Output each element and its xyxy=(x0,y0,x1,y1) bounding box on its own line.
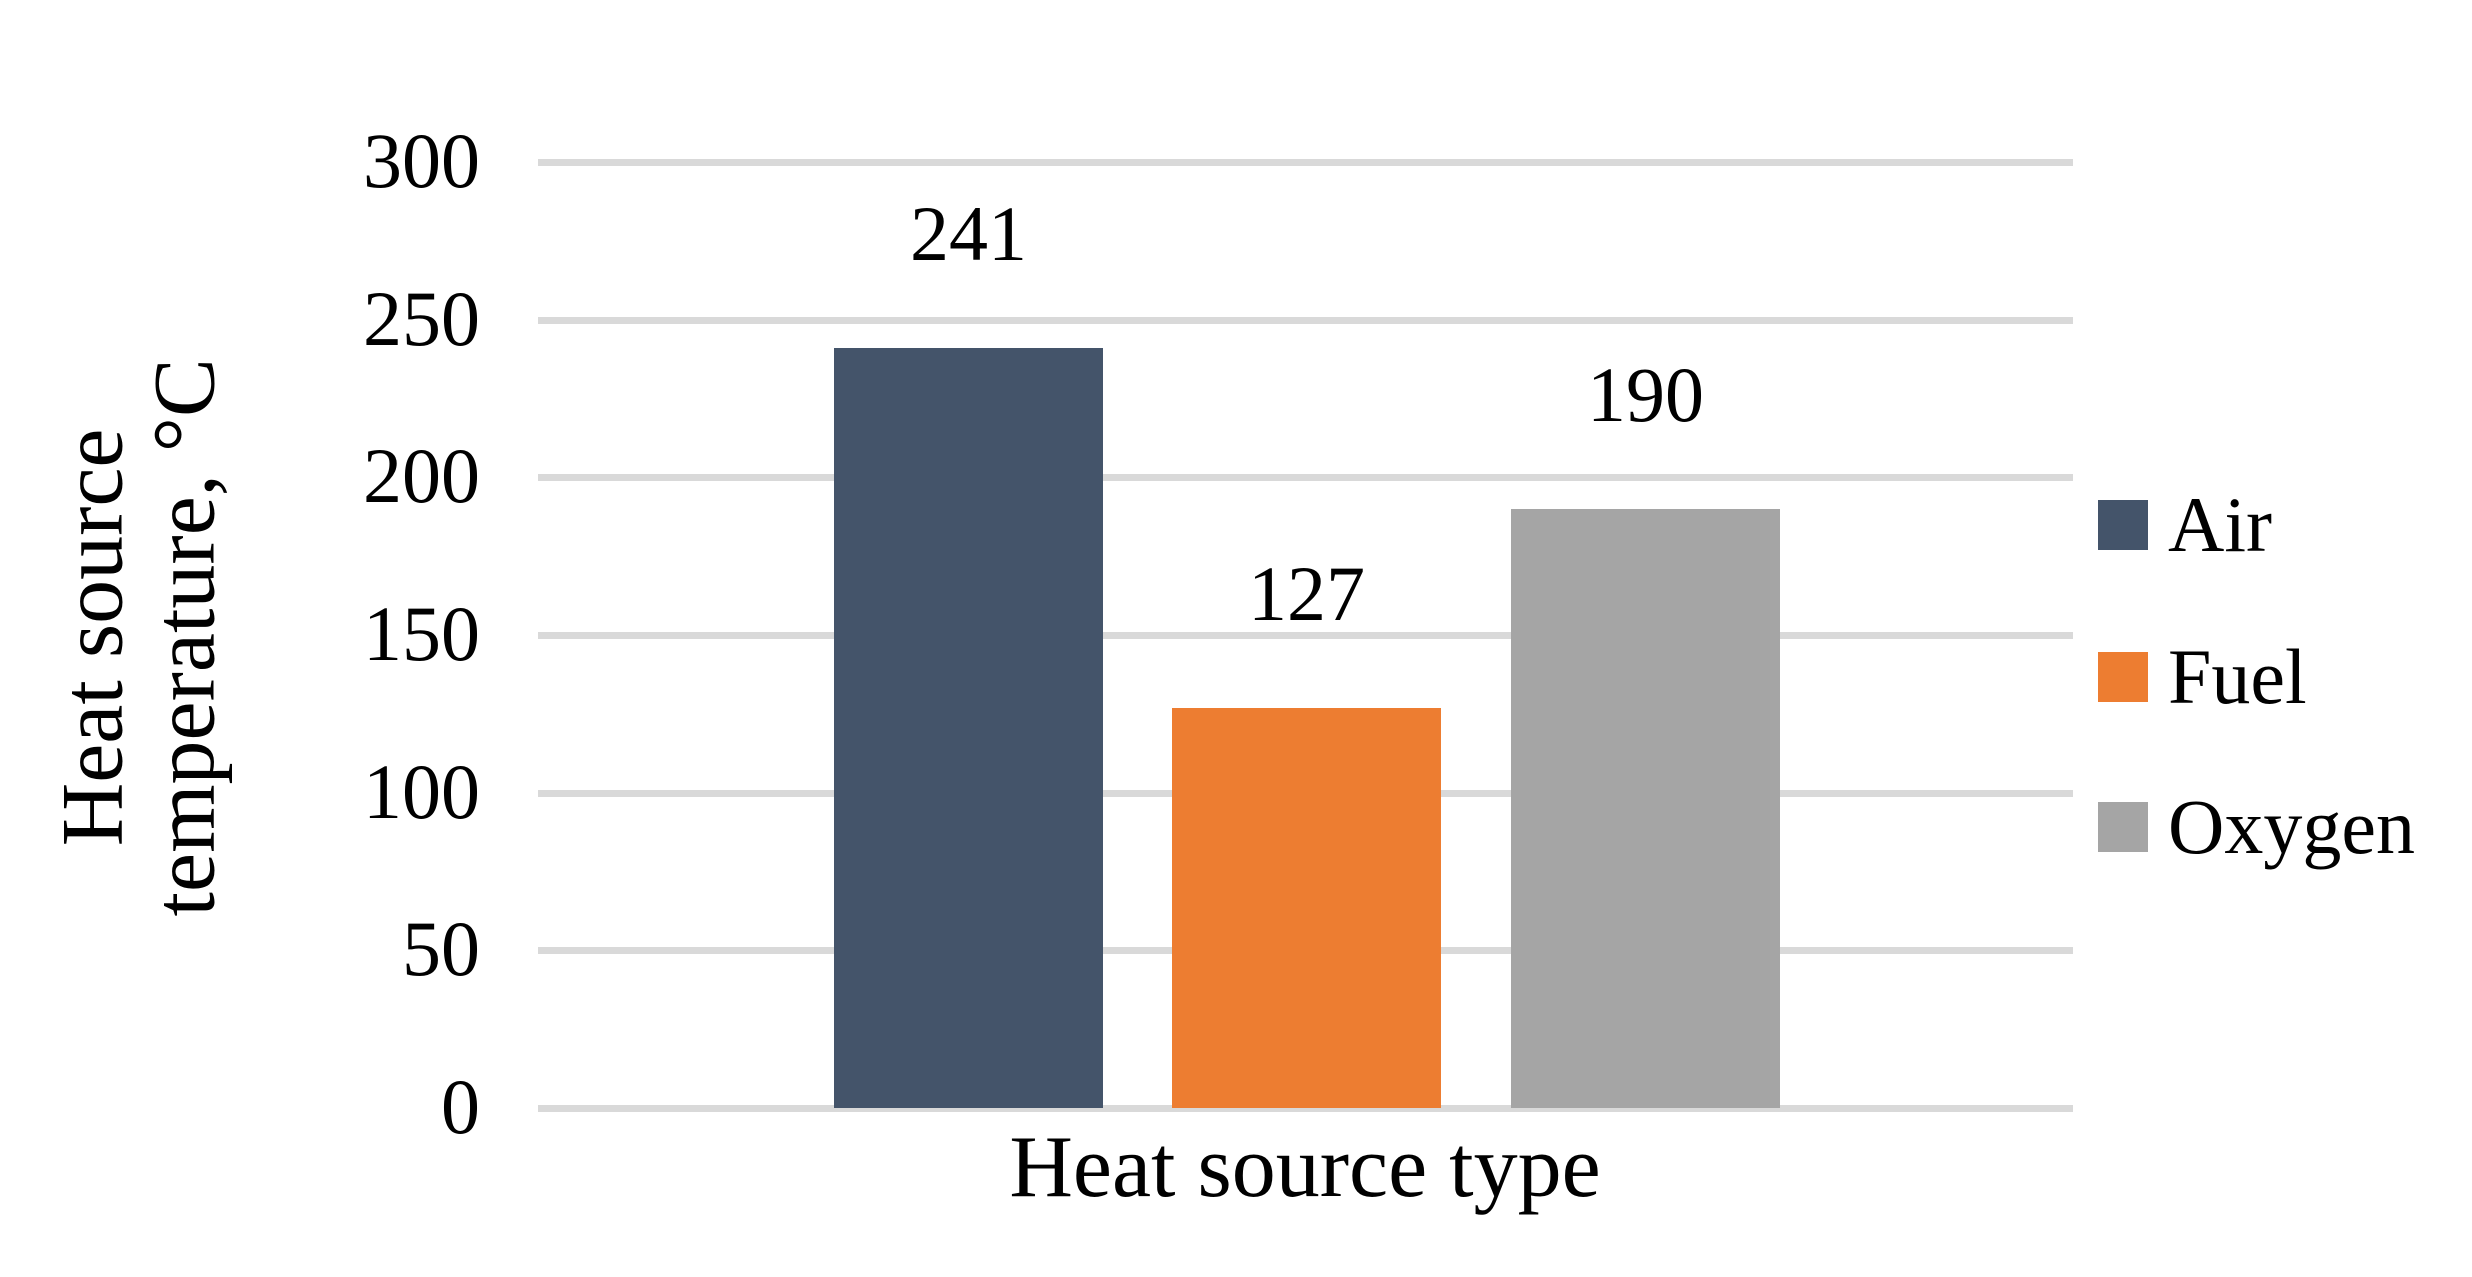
y-axis-title: Heat source temperature, °C xyxy=(44,337,234,937)
legend-swatch-air xyxy=(2098,500,2148,550)
y-axis-title-line1: Heat source xyxy=(44,428,142,847)
gridline-150 xyxy=(538,632,2073,639)
y-axis-title-line2: temperature, °C xyxy=(137,358,234,917)
legend-label-oxygen: Oxygen xyxy=(2168,783,2415,870)
plot-area: 241 127 190 xyxy=(538,159,2073,1112)
data-label-fuel: 127 xyxy=(1248,549,1365,637)
y-axis-tick-label-150: 150 xyxy=(363,590,480,677)
x-axis-title: Heat source type xyxy=(1009,1119,1601,1216)
y-axis-tick-label-100: 100 xyxy=(363,747,480,835)
gridline-0 xyxy=(538,1105,2073,1112)
legend-row-fuel: Fuel xyxy=(2098,633,2307,720)
legend-label-fuel: Fuel xyxy=(2168,633,2307,720)
gridline-250 xyxy=(538,316,2073,324)
bar-oxygen xyxy=(1511,508,1780,1108)
gridline-300 xyxy=(538,159,2073,166)
gridline-200 xyxy=(538,474,2073,482)
y-axis-tick-label-200: 200 xyxy=(363,432,480,520)
bar-air xyxy=(834,348,1103,1108)
bar-fuel xyxy=(1172,707,1441,1108)
data-label-oxygen: 190 xyxy=(1587,350,1704,438)
y-axis-tick-label-0: 0 xyxy=(441,1063,480,1150)
y-axis-tick-label-50: 50 xyxy=(402,905,480,993)
legend-row-air: Air xyxy=(2098,481,2272,568)
legend-label-air: Air xyxy=(2168,481,2272,568)
legend-swatch-fuel xyxy=(2098,652,2148,702)
y-axis-tick-label-300: 300 xyxy=(363,117,480,204)
data-label-air: 241 xyxy=(910,190,1027,278)
legend-swatch-oxygen xyxy=(2098,802,2148,852)
legend-row-oxygen: Oxygen xyxy=(2098,783,2415,870)
y-axis-tick-label-250: 250 xyxy=(363,274,480,362)
